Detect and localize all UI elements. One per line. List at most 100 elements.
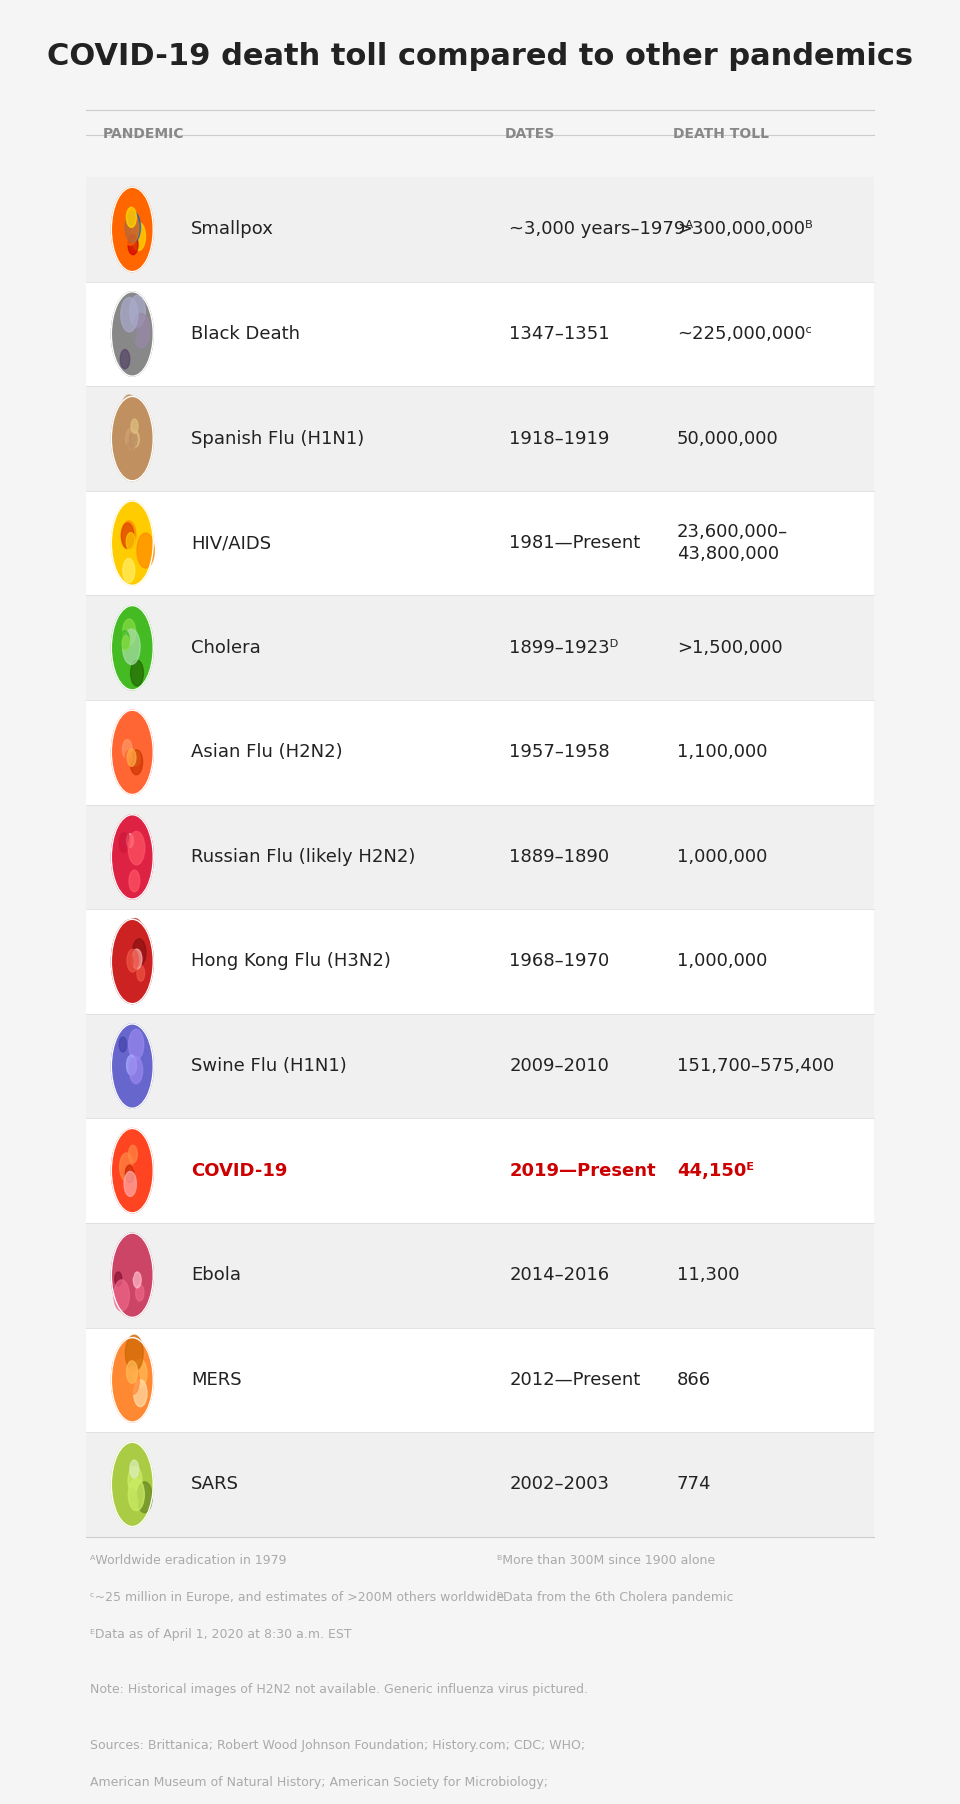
Circle shape [114, 1279, 130, 1312]
Text: Cholera: Cholera [191, 639, 261, 657]
FancyBboxPatch shape [86, 1118, 874, 1223]
Circle shape [128, 749, 136, 767]
Circle shape [119, 833, 129, 853]
FancyBboxPatch shape [86, 595, 874, 700]
Text: PANDEMIC: PANDEMIC [103, 126, 184, 141]
Text: 1968–1970: 1968–1970 [510, 953, 610, 971]
Text: 1981—Present: 1981—Present [510, 534, 640, 552]
Circle shape [111, 606, 154, 689]
FancyBboxPatch shape [86, 1432, 874, 1537]
Text: Russian Flu (likely H2N2): Russian Flu (likely H2N2) [191, 848, 416, 866]
Text: ~3,000 years–1979ᴬ: ~3,000 years–1979ᴬ [510, 220, 693, 238]
Circle shape [121, 395, 137, 428]
Text: DATES: DATES [505, 126, 556, 141]
Circle shape [123, 953, 132, 972]
Circle shape [132, 938, 146, 965]
Text: 2012—Present: 2012—Present [510, 1371, 640, 1389]
Circle shape [130, 633, 141, 655]
Circle shape [111, 397, 154, 480]
Circle shape [122, 635, 130, 651]
Circle shape [132, 949, 142, 969]
Circle shape [121, 298, 138, 332]
Text: DEATH TOLL: DEATH TOLL [673, 126, 769, 141]
Circle shape [111, 711, 154, 794]
Text: Swine Flu (H1N1): Swine Flu (H1N1) [191, 1057, 347, 1075]
Circle shape [120, 350, 130, 368]
Circle shape [127, 918, 143, 953]
Text: American Museum of Natural History; American Society for Microbiology;: American Museum of Natural History; Amer… [90, 1777, 548, 1790]
Circle shape [130, 1459, 138, 1477]
Circle shape [133, 1144, 143, 1164]
Circle shape [127, 949, 138, 972]
Text: 1918–1919: 1918–1919 [510, 429, 610, 447]
Circle shape [129, 1477, 144, 1510]
FancyBboxPatch shape [86, 491, 874, 595]
Text: 2002–2003: 2002–2003 [510, 1476, 610, 1494]
Text: 1,000,000: 1,000,000 [677, 848, 767, 866]
Circle shape [132, 222, 146, 251]
Circle shape [111, 1234, 154, 1317]
Text: ᴱData as of April 1, 2020 at 8:30 a.m. EST: ᴱData as of April 1, 2020 at 8:30 a.m. E… [90, 1627, 352, 1642]
Text: 11,300: 11,300 [677, 1266, 739, 1284]
Circle shape [132, 431, 139, 447]
Circle shape [111, 815, 154, 898]
Text: 1899–1923ᴰ: 1899–1923ᴰ [510, 639, 618, 657]
Circle shape [126, 1335, 143, 1371]
Circle shape [119, 328, 136, 364]
Text: Spanish Flu (H1N1): Spanish Flu (H1N1) [191, 429, 364, 447]
Text: Sources: Brittanica; Robert Wood Johnson Foundation; History.com; CDC; WHO;: Sources: Brittanica; Robert Wood Johnson… [90, 1739, 586, 1752]
FancyBboxPatch shape [86, 700, 874, 805]
Text: 866: 866 [677, 1371, 711, 1389]
FancyBboxPatch shape [86, 281, 874, 386]
Circle shape [111, 292, 154, 377]
Text: ~225,000,000ᶜ: ~225,000,000ᶜ [677, 325, 812, 343]
Text: 44,150ᴱ: 44,150ᴱ [677, 1162, 754, 1180]
Text: 1347–1351: 1347–1351 [510, 325, 610, 343]
Text: ᴬWorldwide eradication in 1979: ᴬWorldwide eradication in 1979 [90, 1553, 287, 1566]
Circle shape [127, 207, 136, 227]
FancyBboxPatch shape [86, 1014, 874, 1118]
Text: ᴮMore than 300M since 1900 alone: ᴮMore than 300M since 1900 alone [496, 1553, 715, 1566]
Circle shape [137, 1481, 153, 1514]
Circle shape [130, 1057, 143, 1084]
Circle shape [111, 188, 154, 272]
Text: 1957–1958: 1957–1958 [510, 743, 610, 761]
Text: HIV/AIDS: HIV/AIDS [191, 534, 271, 552]
Circle shape [111, 1337, 154, 1422]
Circle shape [128, 1467, 142, 1496]
Text: 1,000,000: 1,000,000 [677, 953, 767, 971]
Circle shape [130, 195, 139, 213]
Text: ᶜ~25 million in Europe, and estimates of >200M others worldwide: ᶜ~25 million in Europe, and estimates of… [90, 1591, 505, 1604]
Circle shape [137, 750, 151, 778]
Circle shape [120, 630, 130, 649]
Circle shape [133, 1380, 147, 1407]
Text: Smallpox: Smallpox [191, 220, 274, 238]
Text: 2019—Present: 2019—Present [510, 1162, 656, 1180]
Text: 2014–2016: 2014–2016 [510, 1266, 610, 1284]
Circle shape [111, 1129, 154, 1212]
Text: Hong Kong Flu (H3N2): Hong Kong Flu (H3N2) [191, 953, 391, 971]
Circle shape [133, 1158, 140, 1171]
Circle shape [127, 1055, 136, 1075]
Circle shape [126, 1275, 134, 1292]
Circle shape [125, 530, 141, 561]
Circle shape [111, 1025, 154, 1108]
Circle shape [119, 1061, 134, 1091]
FancyBboxPatch shape [86, 909, 874, 1014]
Circle shape [131, 660, 143, 686]
Circle shape [123, 740, 132, 759]
Circle shape [124, 1488, 138, 1517]
FancyBboxPatch shape [86, 177, 874, 281]
Text: 1889–1890: 1889–1890 [510, 848, 610, 866]
FancyBboxPatch shape [86, 1223, 874, 1328]
Circle shape [127, 1360, 137, 1384]
Text: 23,600,000–
43,800,000: 23,600,000– 43,800,000 [677, 523, 788, 563]
Circle shape [121, 523, 133, 548]
Circle shape [129, 832, 145, 864]
Text: 50,000,000: 50,000,000 [677, 429, 779, 447]
Circle shape [137, 532, 155, 568]
Text: 1,100,000: 1,100,000 [677, 743, 767, 761]
Circle shape [126, 1366, 139, 1394]
Circle shape [123, 619, 135, 646]
Text: Asian Flu (H2N2): Asian Flu (H2N2) [191, 743, 343, 761]
